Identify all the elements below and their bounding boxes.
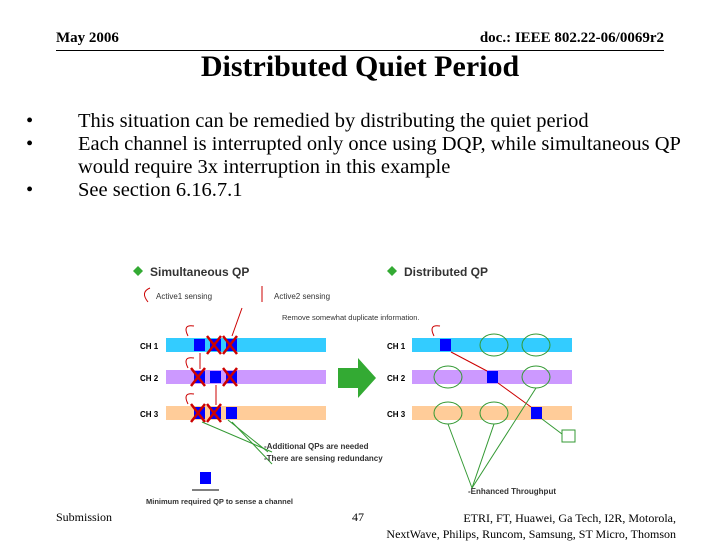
ch2-label-left: CH 2 bbox=[140, 374, 159, 383]
bullet-marker: • bbox=[26, 179, 34, 201]
qp-block bbox=[531, 407, 542, 419]
qp-block bbox=[210, 371, 221, 383]
minimum-qp-block bbox=[200, 472, 211, 484]
bullet-item: • Each channel is interrupted only once u… bbox=[26, 133, 686, 179]
diamond-icon bbox=[387, 266, 397, 276]
qp-block bbox=[487, 371, 498, 383]
footer-page-number: 47 bbox=[352, 510, 364, 524]
bullet-item: • This situation can be remedied by distr… bbox=[26, 110, 686, 133]
ch3-label-left: CH 3 bbox=[140, 410, 159, 419]
footer-contributors: ETRI, FT, Huawei, Ga Tech, I2R, Motorola… bbox=[386, 510, 676, 542]
ch1-label-right: CH 1 bbox=[387, 342, 406, 351]
ch3-label-right: CH 3 bbox=[387, 410, 406, 419]
left-heading: Simultaneous QP bbox=[150, 265, 249, 279]
header-date: May 2006 bbox=[56, 30, 119, 46]
throughput-connectors bbox=[447, 387, 563, 489]
redundancy-x-marks bbox=[190, 335, 238, 423]
bullet-list: • This situation can be remedied by distr… bbox=[26, 110, 686, 202]
diamond-icon bbox=[133, 266, 143, 276]
ch1-bar-left bbox=[166, 338, 326, 352]
ch3-bar-left bbox=[166, 406, 326, 420]
ch2-label-right: CH 2 bbox=[387, 374, 406, 383]
ch1-label-left: CH 1 bbox=[140, 342, 159, 351]
active1-label: Active1 sensing bbox=[156, 292, 212, 301]
slide-title: Distributed Quiet Period bbox=[200, 50, 520, 83]
header-doc-id: doc.: IEEE 802.22-06/0069r2 bbox=[479, 30, 664, 46]
sensing-arrows-right bbox=[431, 325, 532, 408]
bullet-text: Each channel is interrupted only once us… bbox=[78, 133, 681, 178]
transition-arrow-icon bbox=[338, 358, 376, 398]
note-additional: -Additional QPs are needed bbox=[264, 442, 369, 451]
header-rule bbox=[56, 50, 664, 51]
bullet-text: See section 6.16.7.1 bbox=[78, 179, 243, 201]
right-heading: Distributed QP bbox=[404, 265, 488, 279]
note-throughput: -Enhanced Throughput bbox=[468, 487, 556, 496]
bullet-marker: • bbox=[26, 110, 34, 132]
empty-qp-box bbox=[561, 429, 576, 443]
footer-submission: Submission bbox=[56, 510, 113, 524]
ch1-bar-right bbox=[412, 338, 572, 352]
sensing-arrows bbox=[185, 307, 243, 405]
curved-arrow-icon bbox=[144, 287, 151, 303]
ch2-bar-left bbox=[166, 370, 326, 384]
active2-label: Active2 sensing bbox=[274, 292, 330, 301]
qp-block bbox=[226, 407, 237, 419]
note-connectors bbox=[201, 419, 273, 465]
note-minimum: Minimum required QP to sense a channel bbox=[146, 497, 293, 506]
footer-contributors-line2: NextWave, Philips, Runcom, Samsung, ST M… bbox=[386, 527, 676, 541]
bullet-text: This situation can be remedied by distri… bbox=[78, 110, 589, 132]
footer-contributors-line1: ETRI, FT, Huawei, Ga Tech, I2R, Motorola… bbox=[463, 511, 676, 525]
bullet-marker: • bbox=[26, 133, 34, 155]
bullet-item: • See section 6.16.7.1 bbox=[26, 179, 686, 202]
note-redundancy: -There are sensing redundancy bbox=[264, 454, 383, 463]
qp-block bbox=[194, 339, 205, 351]
remove-note: Remove somewhat duplicate information. bbox=[282, 313, 420, 322]
qp-comparison-diagram: Simultaneous QP Distributed QP Active1 s… bbox=[133, 265, 576, 506]
qp-block bbox=[440, 339, 451, 351]
